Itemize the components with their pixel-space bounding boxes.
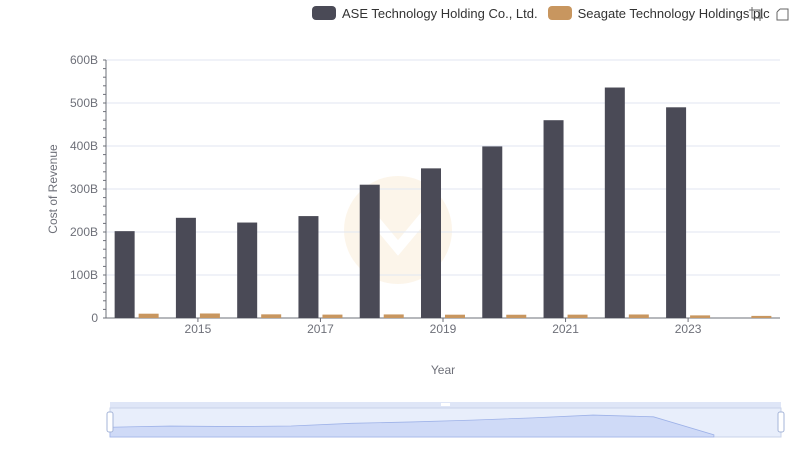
bar-ase-2023[interactable] [666,107,687,318]
restore-icon[interactable] [774,6,790,22]
legend-label-seagate: Seagate Technology Holdings plc [577,5,770,21]
y-tick-label: 300B [70,182,98,196]
x-tick-label: 2021 [552,322,579,336]
bar-ase-2020[interactable] [482,146,503,318]
legend-item-ase[interactable]: ASE Technology Holding Co., Ltd. [312,6,538,21]
bar-ase-2019[interactable] [421,168,441,318]
toolbox [748,6,790,22]
x-tick-label: 2017 [307,322,334,336]
bar-seagate-2018[interactable] [383,314,404,318]
y-tick-label: 400B [70,139,98,153]
legend-swatch-seagate [547,6,572,20]
x-tick-label: 2023 [675,322,702,336]
datazoom-slider[interactable] [106,402,785,438]
legend: ASE Technology Holding Co., Ltd. Seagate… [312,4,780,22]
bar-seagate-2016[interactable] [261,314,282,318]
bar-seagate-2021[interactable] [567,314,588,318]
bar-ase-2014[interactable] [114,231,135,318]
datazoom-handle-left[interactable] [106,411,114,433]
x-tick-label: 2019 [430,322,457,336]
bar-ase-2015[interactable] [175,217,196,318]
x-tick-label: 2015 [185,322,212,336]
bar-ase-2021[interactable] [543,120,564,318]
legend-item-seagate[interactable]: Seagate Technology Holdings plc [547,5,770,21]
bar-seagate-2014[interactable] [138,313,159,318]
bar-seagate-2020[interactable] [506,314,527,318]
bar-seagate-2019[interactable] [445,314,465,318]
bar-seagate-2024[interactable] [751,315,772,318]
y-tick-label: 200B [70,225,98,239]
y-tick-label: 500B [70,96,98,110]
bar-ase-2016[interactable] [237,222,258,318]
legend-label-ase: ASE Technology Holding Co., Ltd. [342,5,538,21]
datazoom-handle-right[interactable] [777,411,785,433]
bar-seagate-2023[interactable] [690,315,711,318]
bar-ase-2017[interactable] [298,216,319,318]
bars [114,87,772,319]
bar-seagate-2017[interactable] [322,314,343,318]
bar-ase-2022[interactable] [604,87,625,319]
datazoom-move-handle[interactable] [441,403,450,406]
y-axis: 0 100B 200B 300B 400B 500B 600B [70,53,107,325]
y-axis-title: Cost of Revenue [46,144,60,234]
datazoom-preview-area [109,414,715,438]
x-axis-title: Year [431,363,455,377]
zoom-icon[interactable] [748,6,764,22]
bar-seagate-2015[interactable] [199,313,220,318]
legend-swatch-ase [312,6,336,20]
bar-seagate-2022[interactable] [628,314,649,318]
y-tick-label: 100B [70,268,98,282]
x-axis: 2015 2017 2019 2021 2023 [106,317,780,336]
y-tick-label: 600B [70,53,98,67]
y-tick-label: 0 [91,311,98,325]
bar-ase-2018[interactable] [359,184,380,318]
